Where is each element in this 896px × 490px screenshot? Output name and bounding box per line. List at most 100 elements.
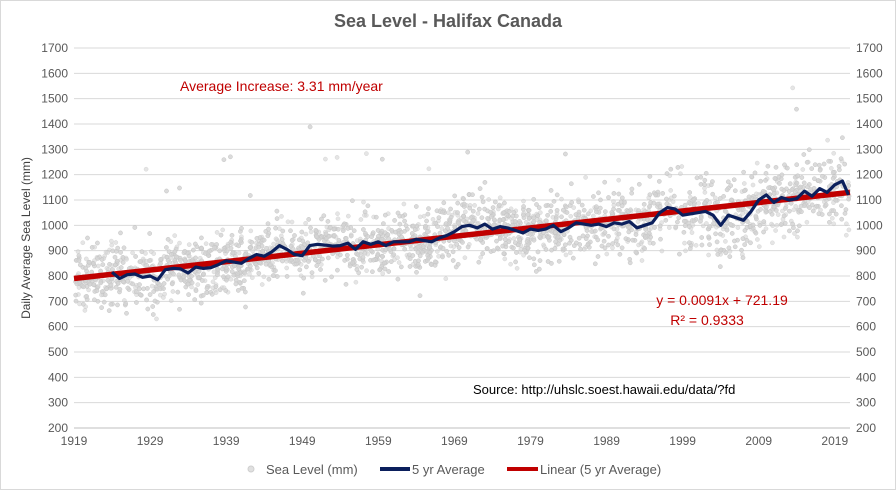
scatter-point xyxy=(230,250,236,256)
scatter-point xyxy=(742,242,748,247)
scatter-point xyxy=(843,207,849,212)
scatter-point xyxy=(76,253,82,259)
scatter-point xyxy=(177,185,182,191)
scatter-point xyxy=(461,196,466,202)
scatter-point xyxy=(362,250,368,256)
scatter-point xyxy=(102,292,108,298)
scatter-point xyxy=(144,297,149,303)
scatter-point xyxy=(728,222,733,227)
scatter-point xyxy=(148,249,154,254)
scatter-point xyxy=(454,241,460,247)
scatter-point xyxy=(611,202,617,208)
scatter-point xyxy=(209,291,215,297)
scatter-point xyxy=(778,222,784,227)
scatter-point xyxy=(576,235,582,241)
scatter-point xyxy=(535,213,541,218)
scatter-point xyxy=(837,167,842,173)
scatter-point xyxy=(568,213,574,219)
scatter-point xyxy=(656,179,662,184)
scatter-point xyxy=(452,193,458,199)
scatter-point xyxy=(285,219,291,225)
scatter-point xyxy=(512,240,518,246)
scatter-point xyxy=(699,242,705,248)
scatter-point xyxy=(521,198,526,204)
scatter-point xyxy=(108,282,114,288)
scatter-point xyxy=(292,233,297,238)
scatter-point xyxy=(450,258,456,263)
scatter-point xyxy=(144,263,150,268)
trend-equation: y = 0.0091x + 721.19 xyxy=(656,292,788,308)
scatter-point xyxy=(827,211,832,217)
scatter-point xyxy=(323,231,329,237)
scatter-point xyxy=(265,221,271,227)
scatter-point xyxy=(375,251,381,257)
scatter-point xyxy=(213,284,219,289)
scatter-point xyxy=(319,216,324,222)
scatter-point xyxy=(95,240,100,246)
scatter-point xyxy=(195,275,201,281)
scatter-point xyxy=(691,202,697,208)
scatter-point xyxy=(183,284,189,290)
y-tick-label-left: 1000 xyxy=(41,218,68,232)
scatter-point xyxy=(514,250,519,255)
scatter-point xyxy=(766,185,771,191)
scatter-point xyxy=(199,245,204,251)
scatter-point xyxy=(364,151,369,156)
scatter-point xyxy=(796,223,802,229)
scatter-point xyxy=(475,211,481,216)
y-tick-label-right: 300 xyxy=(856,396,876,410)
scatter-point xyxy=(657,223,663,229)
scatter-point xyxy=(325,255,331,261)
scatter-point xyxy=(643,233,648,239)
scatter-point xyxy=(257,260,263,266)
scatter-point xyxy=(176,272,182,278)
scatter-point xyxy=(456,245,462,250)
scatter-point xyxy=(787,181,793,186)
average-increase-annotation: Average Increase: 3.31 mm/year xyxy=(180,78,383,94)
scatter-point xyxy=(595,237,601,243)
y-tick-label-right: 1600 xyxy=(856,66,883,80)
scatter-point xyxy=(691,196,697,202)
scatter-point xyxy=(536,205,542,210)
scatter-point xyxy=(462,255,468,261)
scatter-point xyxy=(686,224,692,229)
scatter-point xyxy=(545,259,551,264)
scatter-point xyxy=(724,227,730,233)
y-tick-label-left: 1500 xyxy=(41,92,68,106)
scatter-point xyxy=(597,205,603,211)
scatter-point xyxy=(585,242,591,248)
scatter-point xyxy=(143,166,149,172)
scatter-point xyxy=(120,260,126,265)
scatter-point xyxy=(437,230,443,236)
scatter-point xyxy=(671,193,677,199)
scatter-point xyxy=(660,191,666,196)
scatter-point xyxy=(598,197,603,203)
scatter-point xyxy=(795,234,800,240)
scatter-point xyxy=(331,233,337,238)
scatter-point xyxy=(682,240,687,246)
scatter-point xyxy=(563,151,568,157)
scatter-point xyxy=(133,254,138,259)
scatter-point xyxy=(107,261,112,267)
scatter-point xyxy=(380,271,386,276)
scatter-point xyxy=(525,212,531,218)
scatter-point xyxy=(166,273,172,279)
scatter-point xyxy=(75,249,81,254)
scatter-point xyxy=(455,200,461,206)
scatter-point xyxy=(740,255,746,261)
scatter-point xyxy=(235,288,241,293)
scatter-point xyxy=(235,271,241,276)
scatter-point xyxy=(610,245,615,251)
scatter-point xyxy=(215,267,221,272)
scatter-point xyxy=(726,245,732,251)
scatter-point xyxy=(201,271,206,277)
scatter-point xyxy=(121,245,127,251)
scatter-point xyxy=(273,268,278,273)
scatter-point xyxy=(402,246,408,252)
scatter-point xyxy=(348,233,354,239)
scatter-point xyxy=(358,217,364,222)
scatter-point xyxy=(120,279,126,285)
scatter-point xyxy=(590,213,596,219)
scatter-point xyxy=(651,200,657,206)
scatter-point xyxy=(177,240,182,246)
